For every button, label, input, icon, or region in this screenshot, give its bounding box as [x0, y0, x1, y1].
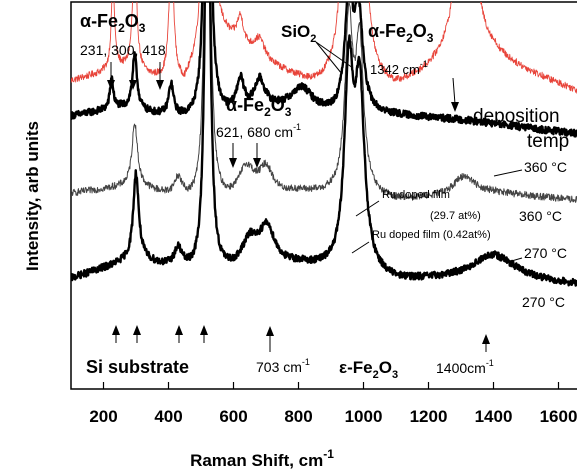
label-270c-black: 270 °C [522, 294, 565, 310]
x-tick-label-800: 800 [284, 407, 312, 426]
annotation-peaks-231-300-418: 231, 300, 418 [80, 42, 166, 58]
svg-text:α-Fe2O3: α-Fe2O3 [80, 11, 146, 35]
arrow-1342 [452, 77, 456, 105]
annotation-alpha-fe2o3-low: α-Fe2O3 231, 300, 418 [80, 11, 166, 58]
arrowhead-si-520 [200, 325, 208, 335]
label-360c-red: 360 °C [524, 159, 567, 175]
annotation-peak-1400: 1400cm-1 [436, 358, 494, 376]
arrowhead-si-231 [112, 325, 120, 335]
x-axis-title: Raman Shift, cm-1 [190, 447, 334, 470]
leader-360-red [493, 169, 523, 177]
x-tick-label-1400: 1400 [475, 407, 513, 426]
label-ru-doped-042: Ru doped film (0.42at%) [372, 229, 491, 241]
plot-frame [70, 1, 577, 390]
spectrum-series-2 [71, 2, 577, 138]
x-tick-label-1200: 1200 [410, 407, 448, 426]
x-tick-label-1600: 1600 [540, 407, 577, 426]
x-tick-label-400: 400 [154, 407, 182, 426]
annotation-peak-703: 703 cm-1 [256, 357, 310, 375]
arrowhead-621 [229, 158, 237, 168]
leader-sio2-right [315, 41, 354, 69]
annotation-eps-fe2o3: ε-Fe2O3 [339, 358, 398, 381]
arrowhead-si-430 [175, 325, 183, 335]
x-axis-tick-labels: 200 400 600 800 1000 1200 1400 1600 [89, 407, 577, 426]
y-axis-title: Intensity, arb units [23, 121, 42, 271]
annotation-temp: temp [527, 131, 569, 152]
spectrum-series-1 [71, 2, 577, 94]
x-tick-label-1000: 1000 [345, 407, 383, 426]
annotation-alpha-fe2o3-high: α-Fe2O3 1342 cm-1 [368, 21, 434, 77]
spectrum-series-4 [71, 2, 577, 287]
arrowhead-1342 [451, 102, 459, 112]
leader-ru-29 [355, 200, 380, 217]
annotation-si-substrate: Si substrate [86, 357, 189, 377]
x-tick-label-600: 600 [219, 407, 247, 426]
x-axis-ticks [102, 382, 560, 389]
svg-text:α-Fe2O3: α-Fe2O3 [226, 95, 292, 119]
leader-ru-042 [351, 241, 370, 254]
arrowhead-680 [253, 158, 261, 168]
leader-sio2-left [315, 41, 343, 75]
arrowhead-300 [129, 80, 137, 90]
annotation-alpha-fe2o3-mid: α-Fe2O3 621, 680 cm-1 [216, 95, 301, 140]
label-ru-conc-29: (29.7 at%) [430, 210, 481, 222]
arrowhead-si-300 [133, 325, 141, 335]
spectrum-series-3 [71, 2, 577, 203]
x-tick-label-200: 200 [89, 407, 117, 426]
label-270c-gray: 270 °C [524, 245, 567, 261]
arrowhead-231 [107, 80, 115, 90]
annotation-peak-1342: 1342 cm-1 [370, 59, 428, 77]
svg-text:α-Fe2O3: α-Fe2O3 [368, 21, 434, 45]
label-ru-doped-29: Ru doped film [382, 189, 450, 201]
leader-270-gray [507, 257, 523, 263]
annotation-peaks-621-680: 621, 680 cm-1 [216, 122, 301, 140]
arrowhead-1400 [482, 334, 490, 344]
label-360c-black: 360 °C [519, 208, 562, 224]
arrowhead-703 [266, 326, 274, 336]
annotation-sio2: SiO2 [281, 22, 316, 45]
series-layer [71, 2, 577, 287]
svg-text:SiO2: SiO2 [281, 22, 316, 45]
arrowhead-418 [156, 80, 164, 90]
annotation-deposition: deposition [473, 106, 560, 127]
annotation-arrows [107, 41, 523, 352]
